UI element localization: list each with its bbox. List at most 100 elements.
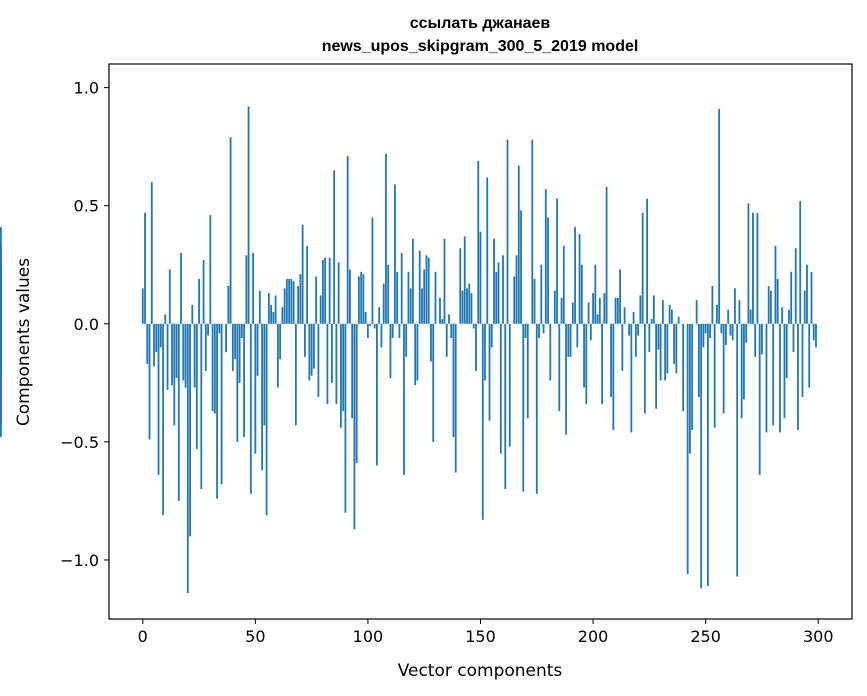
bar-24 — [195, 323, 198, 449]
bar-234 — [668, 304, 671, 324]
bar-189 — [567, 323, 570, 357]
bar-55 — [265, 323, 268, 516]
bar-260 — [727, 309, 730, 324]
bar-266 — [740, 323, 743, 419]
bar-150 — [479, 231, 482, 324]
bar-135 — [445, 323, 448, 357]
bar-60 — [276, 323, 279, 388]
bar-37 — [225, 323, 227, 353]
y-tick-label: −0.5 — [60, 433, 99, 452]
bar-268 — [745, 323, 748, 343]
bar-158 — [497, 262, 500, 324]
bar-7 — [157, 323, 160, 475]
bar-130 — [434, 271, 437, 324]
bar-221 — [639, 295, 642, 324]
bar-269 — [747, 203, 750, 324]
bar-236 — [673, 323, 676, 364]
bar-41 — [234, 323, 236, 360]
bar-132 — [439, 297, 441, 324]
bar-185 — [558, 323, 561, 412]
bar-148 — [475, 323, 477, 372]
bar-193 — [576, 323, 579, 348]
bar-250 — [704, 323, 707, 334]
bar-243 — [688, 323, 691, 454]
bar-11 — [166, 323, 169, 390]
bar-53 — [261, 323, 263, 471]
bar-206 — [605, 186, 608, 324]
bar-34 — [218, 323, 221, 334]
bar-168 — [520, 210, 522, 324]
bar-238 — [677, 316, 680, 324]
bar-124 — [421, 288, 423, 324]
bar-183 — [553, 290, 556, 324]
bar-263 — [734, 288, 736, 324]
bar-197 — [585, 323, 588, 405]
bar-64 — [285, 278, 288, 324]
bar-246 — [695, 300, 698, 324]
bar-63 — [283, 288, 286, 324]
bar-237 — [675, 323, 678, 374]
bar-77 — [315, 276, 318, 324]
bar-191 — [571, 302, 574, 324]
bar-249 — [702, 323, 705, 348]
bar-169 — [522, 323, 525, 492]
bar-235 — [670, 309, 673, 324]
bar-46 — [245, 255, 248, 324]
bar-247 — [698, 323, 700, 397]
bar-102 — [371, 217, 374, 324]
bar-167 — [517, 165, 520, 324]
bar-74 — [308, 323, 311, 381]
bar-113 — [396, 271, 399, 324]
bar-17 — [180, 252, 182, 324]
bar-73 — [306, 245, 309, 324]
bar-92 — [349, 269, 351, 324]
bar-52 — [258, 290, 261, 324]
x-tick-label: 200 — [578, 627, 609, 646]
bar-141 — [459, 248, 462, 324]
bar-274 — [758, 323, 761, 475]
bar-89 — [342, 323, 345, 412]
bar-180 — [547, 217, 549, 324]
bar-2 — [146, 323, 149, 364]
bar-203 — [598, 297, 601, 324]
bar-107 — [382, 283, 385, 324]
bar-214 — [623, 307, 626, 324]
bar-127 — [427, 257, 430, 324]
y-tick-label: 0.5 — [74, 197, 99, 216]
bar-299 — [815, 323, 817, 348]
bar-56 — [267, 293, 270, 324]
bar-176 — [538, 323, 540, 338]
bar-225 — [648, 323, 651, 353]
bar-78 — [317, 323, 320, 397]
bar-122 — [416, 323, 419, 381]
bar-31 — [211, 323, 214, 412]
bar-0 — [141, 288, 144, 324]
bar-178 — [542, 323, 545, 334]
bar-179 — [544, 189, 547, 324]
bar-213 — [621, 323, 624, 372]
bar-32 — [213, 323, 216, 414]
bar-79 — [319, 295, 322, 324]
bar-6 — [155, 323, 158, 353]
bar-100 — [367, 323, 369, 338]
bar-86 — [335, 323, 338, 405]
bar-190 — [569, 323, 572, 357]
bar-125 — [423, 269, 426, 324]
bar-156 — [493, 238, 495, 324]
bar-212 — [619, 269, 621, 324]
bar-66 — [290, 278, 293, 324]
x-axis-ticks: 0 50 100 150 200 250 300 — [138, 619, 834, 646]
bar-1 — [144, 212, 146, 324]
bar-23 — [193, 323, 196, 388]
bar-146 — [470, 293, 473, 324]
bar-44 — [240, 323, 243, 338]
bar-99 — [364, 311, 367, 324]
bar-216 — [628, 323, 630, 336]
bar-133 — [441, 319, 444, 324]
bar-72 — [303, 323, 306, 357]
bar-69 — [297, 286, 300, 324]
bar-149 — [477, 160, 480, 324]
bar-204 — [601, 323, 603, 405]
bar-115 — [400, 252, 403, 324]
bar-114 — [398, 323, 401, 338]
